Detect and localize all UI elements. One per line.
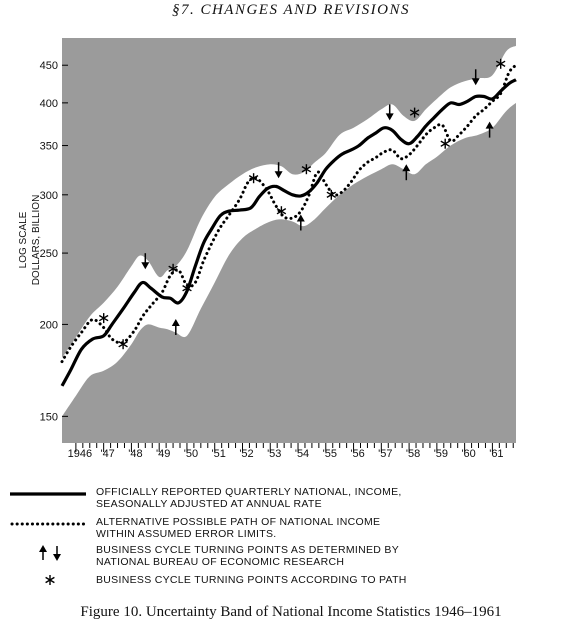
nber-peak-down-arrow-icon (471, 69, 480, 86)
path-turning-point-asterisk-icon (326, 189, 337, 200)
nber-peak-down-arrow-icon (385, 104, 394, 121)
x-tick-label: '59 (434, 448, 448, 460)
path-turning-point-asterisk-icon (495, 58, 506, 69)
y-tick-label: 200 (40, 319, 58, 331)
legend-text-asterisk: BUSINESS CYCLE TURNING POINTS ACCORDING … (96, 574, 407, 586)
x-tick-label: '56 (350, 448, 364, 460)
path-turning-point-asterisk-icon (118, 339, 128, 350)
x-tick-label: '47 (100, 448, 114, 460)
x-tick-label: '53 (267, 448, 281, 460)
legend-text-arrows: BUSINESS CYCLE TURNING POINTS AS DETERMI… (96, 544, 399, 568)
x-tick-label: '54 (295, 448, 309, 460)
legend-dotted-line-icon (10, 522, 86, 526)
path-turning-point-asterisk-icon (440, 138, 450, 149)
y-axis-label-2: DOLLARS, BILLION (31, 195, 42, 286)
x-tick-label: '51 (212, 448, 226, 460)
x-tick-label: '52 (239, 448, 253, 460)
x-tick-label: '55 (323, 448, 337, 460)
legend-solid-line-icon (10, 492, 86, 496)
x-tick-label: '61 (489, 448, 503, 460)
series-official-line (60, 78, 517, 387)
nber-trough-up-arrow-icon (485, 121, 494, 138)
legend-text-alternative: ALTERNATIVE POSSIBLE PATH OF NATIONAL IN… (96, 516, 381, 540)
nber-trough-up-arrow-icon (171, 319, 180, 335)
x-tick-label: '57 (378, 448, 392, 460)
y-tick-label: 150 (40, 411, 58, 423)
y-tick-label: 300 (40, 190, 58, 202)
x-tick-label: '48 (128, 448, 142, 460)
x-tick-label: '50 (184, 448, 198, 460)
nber-trough-up-arrow-icon (296, 214, 305, 231)
y-axis-label-1: LOG SCALE (18, 211, 29, 268)
legend: OFFICIALLY REPORTED QUARTERLY NATIONAL, … (0, 484, 582, 594)
nber-trough-up-arrow-icon (402, 164, 411, 181)
legend-asterisk-icon (45, 575, 55, 585)
figure-caption: Figure 10. Uncertainty Band of National … (80, 604, 502, 620)
path-turning-point-asterisk-icon (98, 313, 109, 324)
y-tick-label: 400 (40, 98, 58, 110)
page-header: §7. CHANGES AND REVISIONS (171, 2, 411, 18)
legend-up-down-arrows-icon (39, 545, 61, 561)
legend-text-official: OFFICIALLY REPORTED QUARTERLY NATIONAL, … (96, 486, 402, 510)
path-turning-point-asterisk-icon (168, 263, 178, 274)
path-turning-point-asterisk-icon (276, 206, 287, 217)
x-tick-label: '49 (156, 448, 170, 460)
path-turning-point-asterisk-icon (409, 107, 420, 118)
y-tick-label: 350 (40, 141, 58, 153)
path-turning-point-asterisk-icon (182, 283, 192, 294)
nber-peak-down-arrow-icon (141, 253, 150, 270)
path-turning-point-asterisk-icon (248, 173, 259, 184)
x-tick-label: 1946 (68, 448, 92, 460)
y-tick-label: 450 (40, 60, 58, 72)
x-tick-label: '60 (461, 448, 475, 460)
chart: 150 200 250 300 350 400 450 1946 '47 '48 '49 '50 '5… (18, 38, 518, 460)
path-turning-point-asterisk-icon (301, 164, 312, 175)
x-tick-label: '58 (406, 448, 420, 460)
nber-peak-down-arrow-icon (274, 162, 283, 179)
y-tick-label: 250 (40, 248, 58, 260)
